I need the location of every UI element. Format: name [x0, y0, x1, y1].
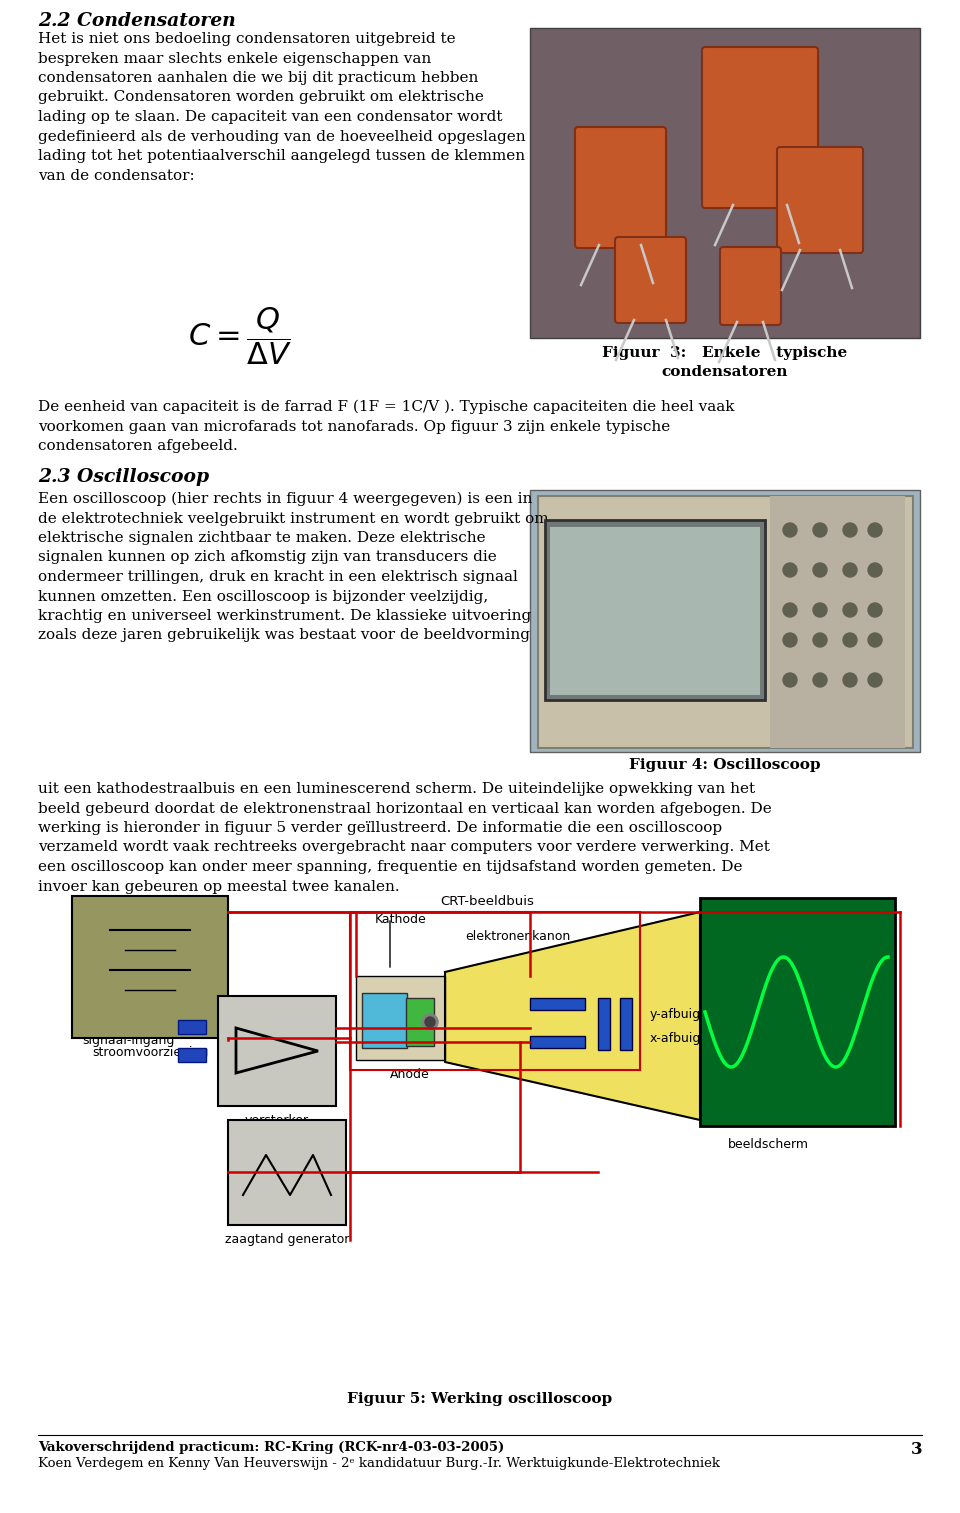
Text: uit een kathodestraalbuis en een luminescerend scherm. De uiteindelijke opwekkin: uit een kathodestraalbuis en een lumines…: [38, 782, 756, 796]
FancyBboxPatch shape: [720, 247, 781, 325]
Text: de elektrotechniek veelgebruikt instrument en wordt gebruikt om: de elektrotechniek veelgebruikt instrume…: [38, 511, 548, 525]
Text: voorkomen gaan van microfarads tot nanofarads. Op figuur 3 zijn enkele typische: voorkomen gaan van microfarads tot nanof…: [38, 419, 670, 434]
Bar: [770, 496, 905, 747]
Text: Figuur 5: Werking oscilloscoop: Figuur 5: Werking oscilloscoop: [348, 1392, 612, 1406]
Circle shape: [422, 1014, 438, 1030]
Circle shape: [843, 523, 857, 537]
Text: elektronenkanon: elektronenkanon: [465, 930, 570, 943]
Text: Kathode: Kathode: [375, 912, 427, 926]
Bar: [218, 996, 336, 1106]
Bar: [350, 912, 640, 1070]
Text: De eenheid van capaciteit is de farrad F (1F = 1C/V ). Typische capaciteiten die: De eenheid van capaciteit is de farrad F…: [38, 399, 734, 415]
Circle shape: [843, 563, 857, 576]
Text: Het is niet ons bedoeling condensatoren uitgebreid te: Het is niet ons bedoeling condensatoren …: [38, 32, 456, 45]
Bar: [530, 999, 585, 1011]
Text: 2.2 Condensatoren: 2.2 Condensatoren: [38, 12, 236, 30]
Circle shape: [868, 523, 882, 537]
Circle shape: [868, 604, 882, 617]
Text: krachtig en universeel werkinstrument. De klassieke uitvoering: krachtig en universeel werkinstrument. D…: [38, 610, 531, 623]
Circle shape: [813, 673, 827, 687]
Text: werking is hieronder in figuur 5 verder geïllustreerd. De informatie die een osc: werking is hieronder in figuur 5 verder …: [38, 822, 722, 835]
Circle shape: [843, 673, 857, 687]
Text: gedefinieerd als de verhouding van de hoeveelheid opgeslagen: gedefinieerd als de verhouding van de ho…: [38, 130, 526, 144]
FancyBboxPatch shape: [615, 238, 686, 322]
Circle shape: [783, 673, 797, 687]
Circle shape: [813, 563, 827, 576]
Circle shape: [843, 632, 857, 648]
Bar: [700, 899, 895, 1126]
Text: lading tot het potentiaalverschil aangelegd tussen de klemmen: lading tot het potentiaalverschil aangel…: [38, 148, 525, 163]
Text: van de condensator:: van de condensator:: [38, 168, 195, 183]
Text: condensatoren aanhalen die we bij dit practicum hebben: condensatoren aanhalen die we bij dit pr…: [38, 71, 478, 85]
Text: signalen kunnen op zich afkomstig zijn van transducers die: signalen kunnen op zich afkomstig zijn v…: [38, 551, 496, 564]
Text: Anode: Anode: [390, 1068, 430, 1080]
Bar: [530, 490, 920, 752]
Bar: [620, 999, 632, 1050]
FancyBboxPatch shape: [777, 147, 863, 253]
Text: Een oscilloscoop (hier rechts in figuur 4 weergegeven) is een in: Een oscilloscoop (hier rechts in figuur …: [38, 492, 533, 507]
Bar: [598, 999, 610, 1050]
Bar: [545, 520, 765, 701]
Circle shape: [813, 523, 827, 537]
Bar: [530, 29, 920, 337]
Text: x-afbuigingsplaten: x-afbuigingsplaten: [650, 1032, 767, 1045]
Text: ondermeer trillingen, druk en kracht in een elektrisch signaal: ondermeer trillingen, druk en kracht in …: [38, 570, 517, 584]
Bar: [356, 976, 445, 1061]
FancyBboxPatch shape: [575, 127, 666, 248]
Text: stroomvoorziening: stroomvoorziening: [92, 1045, 208, 1059]
Text: invoer kan gebeuren op meestal twee kanalen.: invoer kan gebeuren op meestal twee kana…: [38, 879, 399, 894]
Text: bespreken maar slechts enkele eigenschappen van: bespreken maar slechts enkele eigenschap…: [38, 51, 431, 65]
Text: elektrische signalen zichtbaar te maken. Deze elektrische: elektrische signalen zichtbaar te maken.…: [38, 531, 486, 545]
Text: beeld gebeurd doordat de elektronenstraal horizontaal en verticaal kan worden af: beeld gebeurd doordat de elektronenstraa…: [38, 802, 772, 816]
Text: Koen Verdegem en Kenny Van Heuverswijn - 2ᵉ kandidatuur Burg.-Ir. Werktuigkunde-: Koen Verdegem en Kenny Van Heuverswijn -…: [38, 1457, 720, 1471]
Bar: [538, 496, 913, 747]
Circle shape: [868, 563, 882, 576]
Circle shape: [783, 563, 797, 576]
Text: gebruikt. Condensatoren worden gebruikt om elektrische: gebruikt. Condensatoren worden gebruikt …: [38, 91, 484, 104]
Bar: [406, 999, 434, 1045]
Text: CRT-beeldbuis: CRT-beeldbuis: [440, 896, 534, 908]
Bar: [38, 900, 922, 1390]
Circle shape: [813, 632, 827, 648]
Text: verzameld wordt vaak rechtreeks overgebracht naar computers voor verdere verwerk: verzameld wordt vaak rechtreeks overgebr…: [38, 841, 770, 855]
Text: signaal-ingang: signaal-ingang: [83, 1033, 175, 1047]
Bar: [362, 993, 407, 1049]
Text: 3: 3: [910, 1440, 922, 1459]
Text: y-afbuigingsplaten: y-afbuigingsplaten: [650, 1008, 767, 1021]
Text: $C = \dfrac{Q}{\Delta V}$: $C = \dfrac{Q}{\Delta V}$: [188, 306, 292, 366]
Circle shape: [783, 523, 797, 537]
Bar: [228, 1120, 346, 1226]
Text: condensatoren afgebeeld.: condensatoren afgebeeld.: [38, 439, 238, 452]
Bar: [530, 1036, 585, 1049]
Text: kunnen omzetten. Een oscilloscoop is bijzonder veelzijdig,: kunnen omzetten. Een oscilloscoop is bij…: [38, 590, 489, 604]
Text: een oscilloscoop kan onder meer spanning, frequentie en tijdsafstand worden geme: een oscilloscoop kan onder meer spanning…: [38, 859, 742, 875]
Text: beeldscherm: beeldscherm: [728, 1138, 809, 1151]
Bar: [550, 527, 760, 694]
Bar: [72, 896, 228, 1038]
Polygon shape: [445, 912, 700, 1120]
Text: lading op te slaan. De capaciteit van een condensator wordt: lading op te slaan. De capaciteit van ee…: [38, 110, 502, 124]
Circle shape: [868, 632, 882, 648]
Text: zoals deze jaren gebruikelijk was bestaat voor de beeldvorming: zoals deze jaren gebruikelijk was bestaa…: [38, 628, 530, 643]
Text: Figuur  3:   Enkele   typische: Figuur 3: Enkele typische: [602, 346, 848, 360]
Text: condensatoren: condensatoren: [661, 366, 788, 380]
Text: 2.3 Oscilloscoop: 2.3 Oscilloscoop: [38, 468, 209, 486]
Circle shape: [868, 673, 882, 687]
Circle shape: [813, 604, 827, 617]
Bar: [178, 1020, 206, 1033]
Text: Figuur 4: Oscilloscoop: Figuur 4: Oscilloscoop: [629, 758, 821, 772]
Circle shape: [425, 1017, 435, 1027]
Bar: [178, 1049, 206, 1062]
Circle shape: [843, 604, 857, 617]
Text: versterker: versterker: [245, 1114, 309, 1127]
Circle shape: [783, 632, 797, 648]
Text: zaagtand generator: zaagtand generator: [225, 1233, 349, 1247]
Circle shape: [783, 604, 797, 617]
FancyBboxPatch shape: [702, 47, 818, 207]
Text: Vakoverschrijdend practicum: RC-Kring (RCK-nr4-03-03-2005): Vakoverschrijdend practicum: RC-Kring (R…: [38, 1440, 504, 1454]
